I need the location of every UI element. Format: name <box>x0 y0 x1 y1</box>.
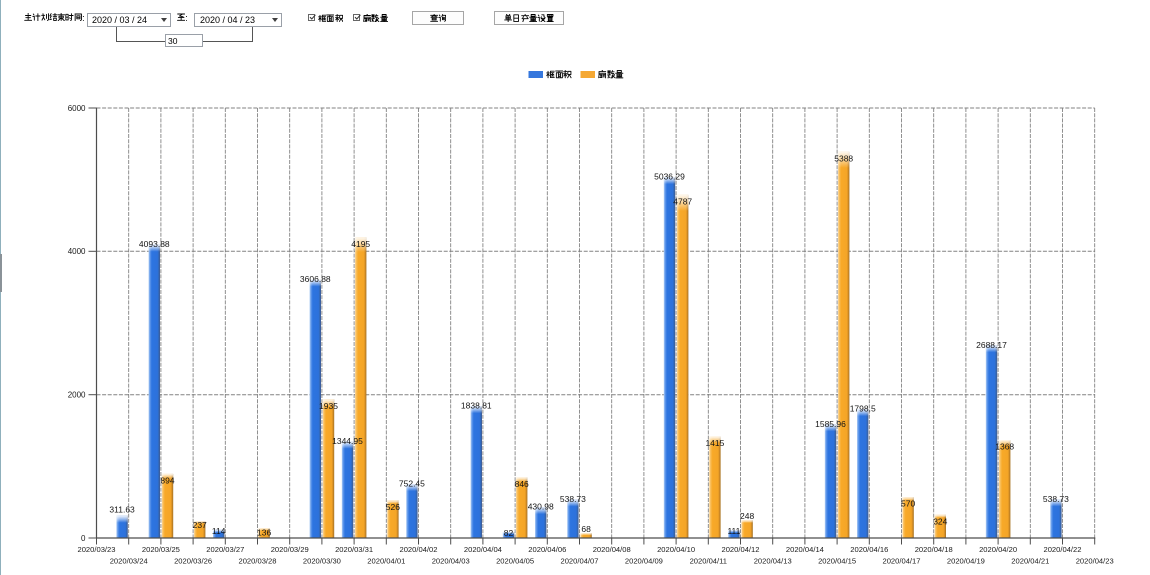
svg-text:4000: 4000 <box>68 247 86 256</box>
svg-text:311.63: 311.63 <box>109 505 135 515</box>
svg-text:1344.95: 1344.95 <box>332 436 363 446</box>
svg-text:237: 237 <box>193 520 207 530</box>
svg-text:2020/04/06: 2020/04/06 <box>528 545 566 554</box>
svg-text:2020/04/09: 2020/04/09 <box>625 557 663 566</box>
svg-text:2020/04/23: 2020/04/23 <box>1076 557 1114 566</box>
svg-text:2020/04/20: 2020/04/20 <box>979 545 1017 554</box>
svg-text:68: 68 <box>581 524 591 534</box>
svg-text:2020/04/21: 2020/04/21 <box>1011 557 1049 566</box>
svg-text:2020/03/26: 2020/03/26 <box>174 557 212 566</box>
svg-text:2020/03/23: 2020/03/23 <box>77 545 115 554</box>
svg-text:5388: 5388 <box>834 153 853 163</box>
svg-text:2020/03/25: 2020/03/25 <box>142 545 180 554</box>
svg-text:2020/04/19: 2020/04/19 <box>947 557 985 566</box>
svg-text:248: 248 <box>740 511 754 521</box>
svg-text:2020/04/18: 2020/04/18 <box>915 545 953 554</box>
svg-text:82: 82 <box>504 528 514 538</box>
svg-text:538.73: 538.73 <box>560 494 586 504</box>
svg-text:2020/03/28: 2020/03/28 <box>238 557 276 566</box>
svg-text:136: 136 <box>257 527 271 537</box>
svg-text:2020/04/07: 2020/04/07 <box>560 557 598 566</box>
svg-text:894: 894 <box>160 475 174 485</box>
svg-text:2000: 2000 <box>68 391 86 400</box>
svg-text:752.45: 752.45 <box>399 479 425 489</box>
svg-text:2020/04/14: 2020/04/14 <box>786 545 824 554</box>
svg-text:0: 0 <box>81 534 86 543</box>
svg-text:2020/04/11: 2020/04/11 <box>690 557 727 566</box>
svg-text:1368: 1368 <box>995 442 1014 452</box>
svg-text:2020/03/24: 2020/03/24 <box>110 557 148 566</box>
svg-text:5036.29: 5036.29 <box>654 172 685 182</box>
svg-text:2020/03/30: 2020/03/30 <box>303 557 341 566</box>
svg-text:1415: 1415 <box>705 438 724 448</box>
svg-text:2020/03/31: 2020/03/31 <box>335 545 373 554</box>
svg-text:2020/03/29: 2020/03/29 <box>271 545 309 554</box>
svg-text:430.98: 430.98 <box>528 502 554 512</box>
svg-text:2020/04/13: 2020/04/13 <box>754 557 792 566</box>
svg-text:2020/04/10: 2020/04/10 <box>657 545 695 554</box>
svg-text:2020/04/17: 2020/04/17 <box>882 557 920 566</box>
svg-text:2020/03/27: 2020/03/27 <box>206 545 244 554</box>
svg-text:2020/04/02: 2020/04/02 <box>399 545 437 554</box>
svg-text:2020/04/03: 2020/04/03 <box>432 557 470 566</box>
svg-text:570: 570 <box>901 499 915 509</box>
svg-text:111: 111 <box>727 526 740 536</box>
svg-text:2020/04/05: 2020/04/05 <box>496 557 534 566</box>
svg-text:1935: 1935 <box>319 401 338 411</box>
svg-text:526: 526 <box>386 502 400 512</box>
svg-text:4195: 4195 <box>351 239 370 249</box>
svg-text:2020/04/16: 2020/04/16 <box>850 545 888 554</box>
svg-text:1585.96: 1585.96 <box>815 419 846 429</box>
svg-text:1838.81: 1838.81 <box>461 401 492 411</box>
svg-text:2020/04/22: 2020/04/22 <box>1043 545 1081 554</box>
svg-text:2688.17: 2688.17 <box>976 340 1007 350</box>
svg-text:3606.88: 3606.88 <box>300 274 331 284</box>
svg-text:846: 846 <box>515 479 529 489</box>
svg-text:114: 114 <box>212 526 226 536</box>
svg-text:6000: 6000 <box>68 104 86 113</box>
svg-text:324: 324 <box>933 516 947 526</box>
svg-text:4093.88: 4093.88 <box>139 239 170 249</box>
svg-text:4787: 4787 <box>673 196 692 206</box>
svg-text:538.73: 538.73 <box>1043 494 1069 504</box>
svg-text:2020/04/04: 2020/04/04 <box>464 545 502 554</box>
svg-text:2020/04/15: 2020/04/15 <box>818 557 856 566</box>
svg-text:2020/04/12: 2020/04/12 <box>721 545 759 554</box>
svg-text:2020/04/08: 2020/04/08 <box>593 545 631 554</box>
svg-text:1798.5: 1798.5 <box>850 404 876 414</box>
svg-text:2020/04/01: 2020/04/01 <box>367 557 405 566</box>
